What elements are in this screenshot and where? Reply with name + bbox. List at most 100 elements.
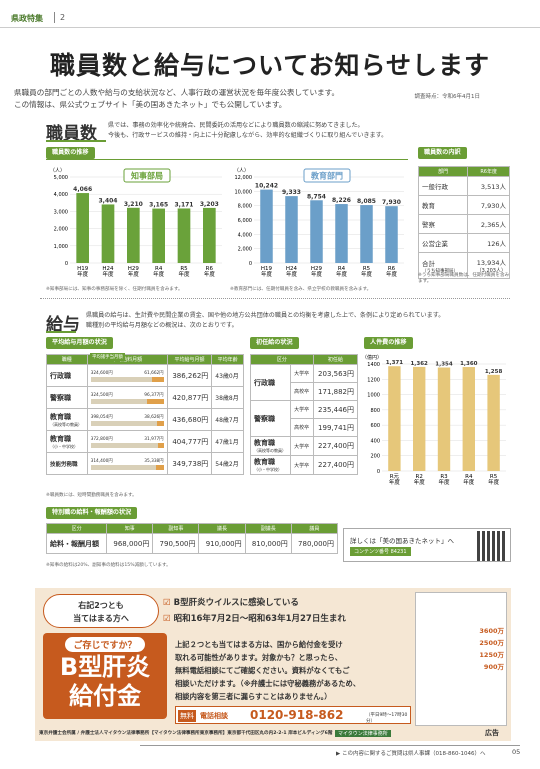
x-tick-label-suffix: 年度 [178, 270, 190, 278]
avg-job-sub: （小・中学校） [50, 443, 78, 449]
starting-amount: 203,563円 [312, 364, 359, 383]
x-tick-label: R4 [155, 266, 163, 272]
data-label: 3,404 [99, 197, 118, 204]
x-tick-label-suffix: 年度 [414, 478, 426, 486]
avg-allowance: 61,662円 [144, 370, 164, 376]
ad-question-top: 右記2つとも [78, 601, 124, 610]
table-row: 教育職 （小・中学校） 372,800円 31,977円 404,777円 47歳1月 [46, 430, 244, 453]
bar [152, 208, 165, 263]
starting-header-row: 区分 初任給 [250, 354, 359, 365]
ad-amount: 900万 [483, 663, 504, 671]
x-tick-label-suffix: 年度 [153, 270, 165, 278]
staff-desc-line: 県では、事務の効率化や統廃合、民間委託の活用などにより職員数の縮減に努めてきまし… [108, 122, 364, 129]
bar [310, 200, 323, 263]
avg-total: 349,738円 [166, 452, 213, 475]
x-tick-label-suffix: 年度 [261, 270, 273, 278]
avg-total: 420,877円 [166, 386, 213, 409]
section-label: 県政特集 [11, 14, 43, 23]
y-tick-label: 2,000 [238, 247, 252, 253]
ad-label: 広告 [485, 729, 499, 737]
x-tick-label: H24 [286, 266, 298, 272]
heading-underline [46, 140, 106, 142]
y-tick-label: 4,000 [238, 232, 252, 238]
starting-edu: 大学卒 [290, 436, 314, 456]
data-label: 1,362 [410, 361, 428, 367]
starting-group-name: 警察職 [254, 414, 275, 423]
data-label: 9,333 [282, 189, 301, 196]
table-cell: 教育 [417, 195, 469, 215]
avg-allowance: 38,626円 [144, 414, 164, 420]
special-value: 910,000円 [198, 533, 246, 554]
ad-body-line: 無料電話相談にてご確認ください。資料がなくてもご [175, 666, 350, 675]
x-tick-label-suffix: 年度 [336, 270, 348, 278]
bar [177, 208, 191, 263]
bar [260, 189, 273, 263]
starting-amount: 171,882円 [312, 382, 359, 401]
avg-bar-labels: 314,400円 35,338円 [91, 458, 164, 464]
bar [360, 205, 373, 263]
ad-check-list: ☑ B型肝炎ウイルスに感染している ☑ 昭和16年7月2日〜昭和63年1月27日… [163, 596, 346, 624]
avg-bar-cell: 398,054円 38,626円 [86, 408, 168, 431]
ad-body-line: 相談内容を第三者に漏らすことはありません。） [175, 692, 332, 701]
check-icon: ☑ [163, 614, 174, 624]
x-tick-label: R5 [180, 266, 188, 272]
y-tick-label: 1,000 [54, 244, 68, 250]
intro-line: この情報は、県公式ウェブサイト「美の国あきたネット」でも公開しています。 [14, 100, 287, 109]
x-tick-label-suffix: 年度 [77, 270, 89, 278]
ad-side-illustration: 3600万 2500万 1250万 900万 [415, 592, 507, 726]
breakdown-header-row: 部門 R6年度 [417, 166, 510, 177]
avg-base-pay: 314,400円 [90, 458, 113, 464]
intro-line: 県職員の部門ごとの人数や給与の支給状況など、人事行政の運営状況を毎年度公表してい… [14, 88, 340, 97]
x-tick-label: H29 [311, 266, 323, 272]
starting-edu: 大学卒 [290, 364, 314, 383]
avg-job-name: 警察職 [50, 393, 71, 402]
page-title: 職員数と給与についてお知らせします [49, 51, 490, 80]
avg-job-label: 教育職 （高校等の教員） [46, 408, 88, 431]
avg-age: 48歳7月 [211, 408, 244, 431]
breakdown-note: ※うち知事部局職員数は、任期付職員を含みます。 [418, 273, 510, 284]
avg-age: 38歳8月 [211, 386, 244, 409]
footer-rule [140, 745, 520, 746]
avg-header: 職種 [46, 354, 88, 365]
data-label: 8,754 [307, 193, 326, 200]
x-tick-label: H19 [261, 266, 273, 272]
salary-heading: 給与 [46, 315, 80, 335]
avg-base-bar [90, 464, 157, 470]
ad-big-2: 給付金 [69, 682, 141, 710]
x-tick-label-suffix: 年度 [286, 270, 298, 278]
avg-salary-bar [90, 398, 164, 404]
avg-bar-cell: 324,500円 96,377円 [86, 386, 168, 409]
special-note: ※知事の給料は20%、副知事の給料は15%減額しています。 [46, 563, 171, 568]
ad-body-line: 相談いただけます。（※弁護士には守秘義務があるため、 [175, 679, 361, 688]
y-tick-label: 400 [370, 438, 380, 444]
data-label: 4,066 [73, 186, 92, 193]
y-tick-label: 6,000 [238, 218, 252, 224]
table-cell: 2,365人 [467, 214, 510, 234]
avg-base-bar [90, 442, 158, 448]
special-header: 副知事 [152, 523, 200, 534]
avg-job-label: 技能労務職 [46, 452, 88, 475]
table-cell: 一般行政 [417, 176, 469, 196]
data-label: 8,226 [332, 197, 351, 204]
ad-amount: 1250万 [479, 651, 504, 659]
y-tick-label: 1000 [367, 393, 380, 399]
website-link-box[interactable]: 詳しくは「美の国あきたネット」へ コンテンツ番号 84231 [343, 528, 511, 562]
heading-underline [46, 331, 76, 333]
avg-header-row: 職種 平均給料月額 平均給与月額 平均年齢 [46, 354, 244, 365]
y-tick-label: 3,000 [54, 209, 68, 215]
chart-title: 教育部門 [310, 171, 343, 181]
ad-phone-box[interactable]: 無料 電話相談 0120-918-862 （平日9時〜17時30分） [175, 706, 411, 724]
table-cell: 警察 [417, 214, 469, 234]
starting-header: 区分 [250, 354, 314, 365]
ad-body: 上記２つとも当てはまる方は、国から給付金を受け 取れる可能性があります。対象かも… [175, 638, 411, 703]
starting-amount: 227,400円 [312, 455, 359, 475]
x-tick-label: R5 [363, 266, 371, 272]
avg-bar-cell: 324,600円 61,662円 [86, 364, 168, 387]
avg-allowance: 35,338円 [144, 458, 164, 464]
x-tick-label: H29 [128, 266, 140, 272]
ad-question-badge: 右記2つとも 当てはまる方へ [43, 594, 159, 628]
starting-group-sub: （高校等の教員） [254, 448, 286, 453]
avg-salary-bar [90, 420, 164, 426]
avg-total: 386,262円 [166, 364, 213, 387]
table-cell: 126人 [467, 233, 510, 253]
